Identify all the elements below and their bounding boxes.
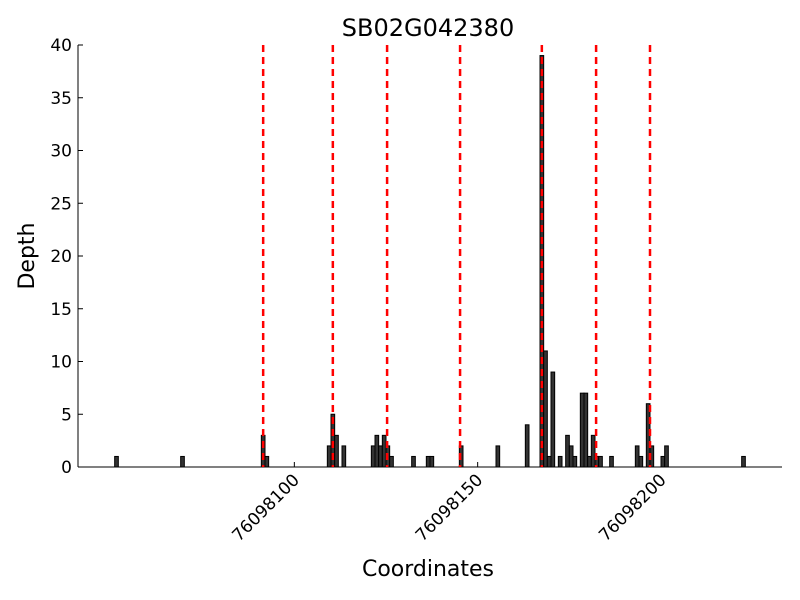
bar: [180, 455, 185, 468]
bar: [587, 455, 592, 468]
bar: [579, 392, 585, 468]
bar: [598, 455, 603, 468]
bar: [660, 455, 666, 468]
bar: [557, 455, 563, 468]
bar: [572, 455, 578, 468]
x-tick-label: 76098200: [595, 470, 670, 545]
bar: [389, 455, 394, 468]
bar: [429, 455, 435, 468]
bar: [326, 445, 332, 468]
x-axis-label: Coordinates: [362, 557, 494, 582]
y-tick-label: 30: [50, 142, 72, 162]
x-tick-label: 76098100: [229, 470, 304, 545]
bar: [583, 392, 589, 468]
bar: [370, 445, 376, 468]
y-tick-label: 40: [50, 36, 72, 56]
bar: [609, 455, 614, 468]
bar: [260, 434, 266, 468]
bar: [741, 455, 746, 468]
bar: [550, 371, 556, 468]
bar: [568, 445, 574, 468]
bar: [378, 445, 383, 468]
y-tick-label: 20: [50, 247, 72, 267]
bar: [524, 424, 530, 468]
bar: [341, 445, 347, 468]
bar: [425, 455, 431, 468]
y-tick-label: 25: [50, 194, 72, 214]
bar: [334, 434, 339, 468]
chart-title: SB02G042380: [342, 14, 514, 42]
bar: [590, 434, 596, 468]
bar: [546, 455, 552, 468]
y-tick-label: 10: [50, 353, 72, 373]
bar: [264, 455, 270, 468]
bar: [114, 455, 119, 468]
bar: [411, 455, 416, 468]
y-tick-label: 35: [50, 89, 72, 109]
y-tick-label: 15: [50, 300, 72, 320]
bar: [543, 350, 548, 468]
bar: [381, 434, 387, 468]
bar: [374, 434, 380, 468]
y-tick-label: 0: [61, 458, 72, 478]
bar: [664, 445, 669, 468]
y-tick-label: 5: [61, 405, 72, 425]
bar: [638, 455, 644, 468]
bar: [565, 434, 570, 468]
y-axis-label: Depth: [15, 222, 40, 289]
bar: [634, 445, 640, 468]
bar: [495, 445, 501, 468]
x-tick-label: 76098150: [412, 470, 487, 545]
